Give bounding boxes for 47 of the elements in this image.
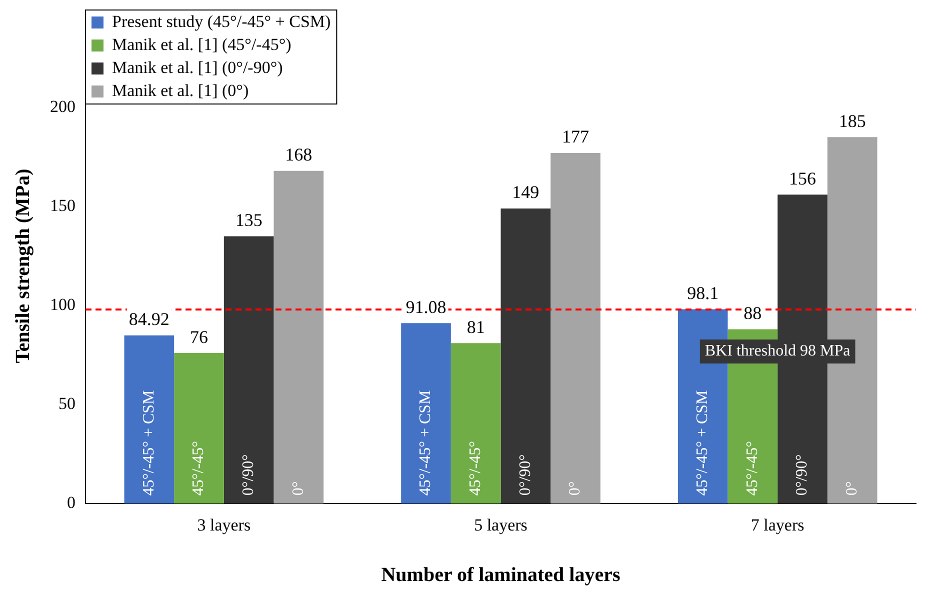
data-label: 88: [744, 303, 762, 324]
bar: [274, 170, 324, 504]
legend-label: Present study (45°/-45° + CSM): [112, 12, 331, 31]
annotation: 0°: [290, 481, 307, 496]
y-tick-label: 50: [58, 394, 76, 414]
x-tick-label: 7 layers: [750, 515, 804, 534]
annotation: 45°/-45° + CSM: [140, 390, 158, 496]
y-tick-label: 200: [50, 96, 76, 116]
annotation: 0°/90°: [516, 454, 534, 496]
x-tick-label: 5 layers: [474, 515, 528, 534]
y-axis-title: Tensile strength (MPa): [12, 168, 34, 364]
data-label: 84.92: [128, 309, 170, 330]
y-tick-label: 100: [50, 294, 76, 314]
data-label: 76: [190, 326, 208, 347]
data-label: 81: [466, 316, 485, 337]
ref-line-label: BKI threshold 98 MPa: [704, 342, 850, 360]
data-label: 149: [512, 182, 540, 202]
annotation: 45°/-45°: [744, 441, 761, 496]
bar: [450, 343, 501, 504]
y-tick-label: 0: [67, 493, 76, 512]
annotation: 45°/-45° + CSM: [694, 390, 712, 496]
bar: [224, 236, 274, 504]
annotation: 45°/-45° + CSM: [417, 390, 434, 496]
annotation: 45°/-45°: [467, 441, 484, 496]
legend-label: Manik et al. [1] (45°/-45°): [112, 34, 292, 54]
annotation: 0°: [844, 481, 861, 496]
y-tick-label: 150: [50, 196, 76, 215]
data-label: 168: [285, 144, 312, 165]
x-axis-title: Number of laminated layers: [381, 564, 620, 586]
x-tick-label: 3 layers: [197, 515, 251, 534]
data-label: 91.08: [406, 296, 446, 317]
legend-label: Manik et al. [1] (0°): [112, 80, 249, 100]
bar: [124, 335, 174, 504]
data-label: 98.1: [687, 283, 719, 304]
annotation: 45°/-45°: [190, 441, 208, 496]
bar: [550, 152, 600, 504]
annotation: 0°/90°: [794, 454, 811, 496]
bar: [174, 353, 224, 504]
bar: [500, 208, 551, 504]
data-label: 156: [789, 168, 816, 188]
bar: [401, 323, 451, 504]
data-label: 185: [838, 110, 866, 131]
annotation: 0°: [566, 481, 584, 496]
data-label: 177: [562, 126, 589, 147]
data-label: 135: [235, 210, 262, 230]
annotation: 0°/90°: [240, 454, 258, 496]
legend-label: Manik et al. [1] (0°/-90°): [112, 58, 283, 77]
